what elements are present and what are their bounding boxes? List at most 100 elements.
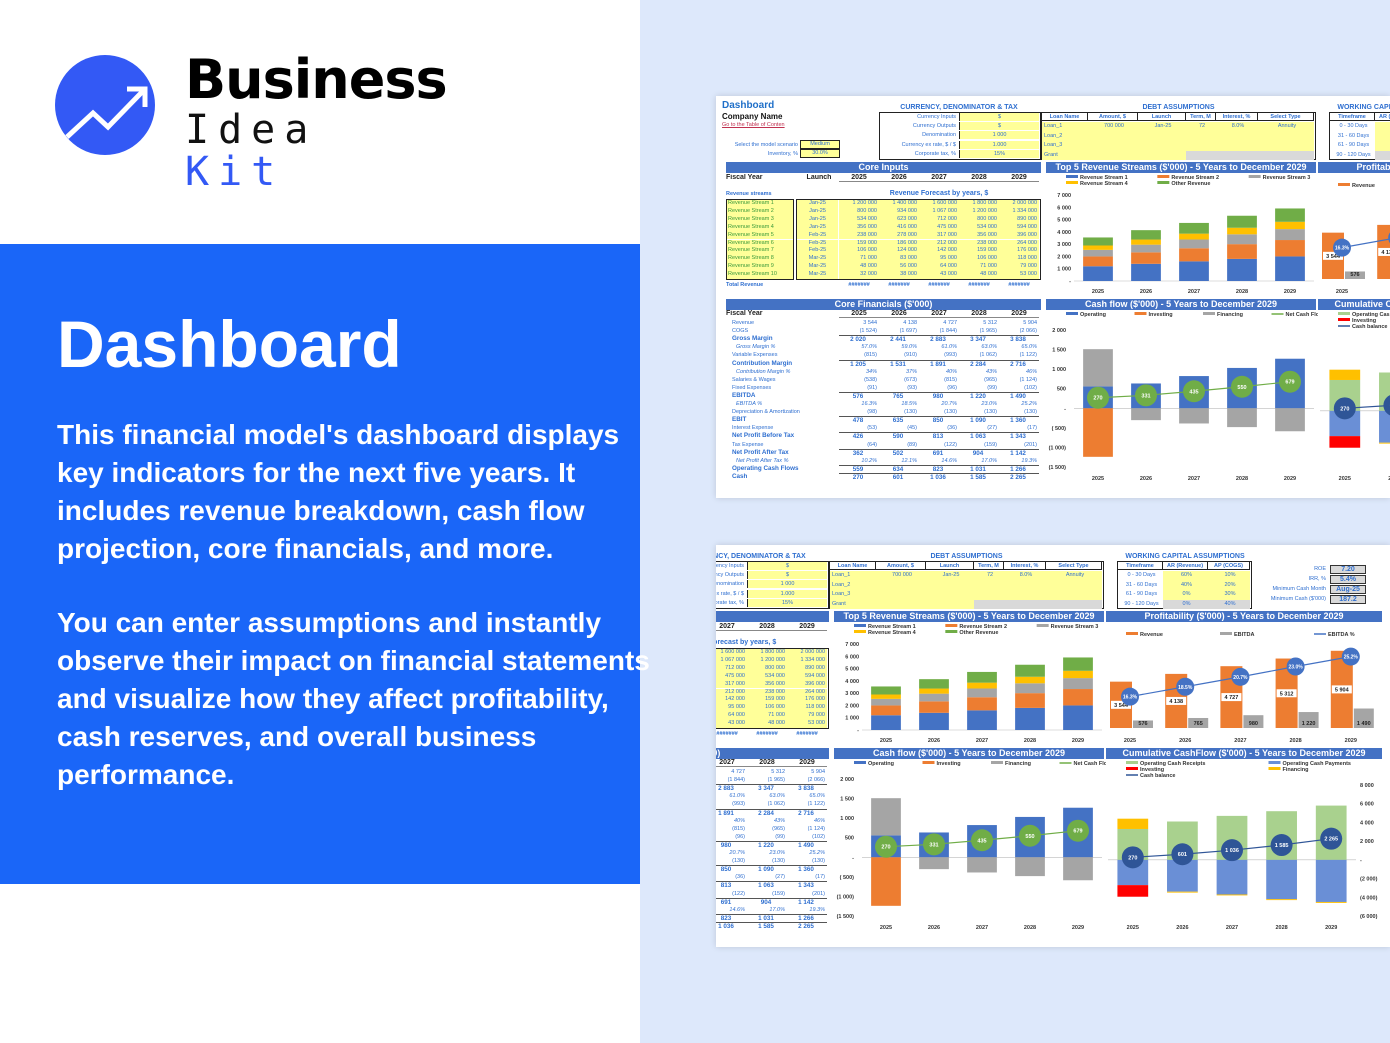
stream-value[interactable]: 1 800 000 <box>747 649 787 657</box>
stream-value[interactable]: 934 000 <box>879 207 919 216</box>
stream-name[interactable]: Revenue Stream 2 <box>727 207 793 216</box>
currency-value[interactable]: 1.000 <box>959 140 1039 149</box>
debt-cell[interactable] <box>1216 131 1258 142</box>
stream-value[interactable]: 159 000 <box>747 696 787 705</box>
stream-value[interactable]: 48 000 <box>839 263 879 272</box>
stream-value[interactable]: 32 000 <box>839 271 879 279</box>
stream-launch[interactable]: Mar-25 <box>797 271 838 279</box>
debt-cell[interactable] <box>1004 590 1046 600</box>
debt-cell[interactable] <box>1046 590 1102 600</box>
currency-value[interactable]: 15% <box>959 149 1039 158</box>
wc-cell[interactable]: 0% <box>1375 141 1390 151</box>
stream-value[interactable]: 142 000 <box>919 247 959 256</box>
wc-cell[interactable]: 60% <box>1375 122 1390 132</box>
stream-value[interactable]: 212 000 <box>716 688 747 697</box>
stream-value[interactable]: 356 000 <box>839 223 879 232</box>
stream-value[interactable]: 396 000 <box>999 231 1039 240</box>
stream-value[interactable]: 800 000 <box>959 215 999 224</box>
stream-value[interactable]: 238 000 <box>959 239 999 248</box>
currency-value[interactable]: 1.000 <box>747 589 827 598</box>
stream-launch[interactable]: Mar-25 <box>797 255 838 264</box>
debt-cell[interactable]: Loan_1 <box>830 571 876 581</box>
stream-value[interactable]: 264 000 <box>787 688 827 697</box>
stream-value[interactable]: 64 000 <box>716 712 747 721</box>
debt-cell[interactable] <box>974 590 1004 600</box>
stream-value[interactable]: 534 000 <box>839 215 879 224</box>
stream-value[interactable]: 43 000 <box>919 271 959 279</box>
stream-name[interactable]: Revenue Stream 6 <box>727 239 793 248</box>
stream-value[interactable]: 2 000 000 <box>999 200 1039 208</box>
stream-value[interactable]: 356 000 <box>747 680 787 689</box>
debt-cell[interactable] <box>974 580 1004 591</box>
debt-cell[interactable] <box>1088 131 1138 142</box>
stream-name[interactable]: Revenue Stream 3 <box>727 215 793 224</box>
stream-value[interactable]: 1 600 000 <box>919 200 959 208</box>
stream-launch[interactable]: Jan-25 <box>797 215 838 224</box>
debt-cell[interactable] <box>1138 141 1186 151</box>
stream-value[interactable]: 416 000 <box>879 223 919 232</box>
currency-value[interactable]: 1 000 <box>747 580 827 589</box>
wc-cell[interactable]: 40% <box>1163 580 1208 591</box>
stream-value[interactable]: 712 000 <box>716 664 747 673</box>
debt-cell[interactable]: 8.0% <box>1004 571 1046 581</box>
stream-value[interactable]: 1 200 000 <box>959 207 999 216</box>
debt-cell[interactable]: 72 <box>1186 122 1216 132</box>
stream-value[interactable]: 534 000 <box>747 672 787 681</box>
stream-launch[interactable]: Jan-25 <box>797 207 838 216</box>
debt-cell[interactable] <box>926 580 974 591</box>
debt-cell[interactable] <box>1088 150 1138 161</box>
stream-value[interactable]: 238 000 <box>839 231 879 240</box>
stream-launch[interactable]: Mar-25 <box>797 263 838 272</box>
stream-name[interactable]: Revenue Stream 4 <box>727 223 793 232</box>
stream-value[interactable]: 317 000 <box>919 231 959 240</box>
stream-value[interactable]: 594 000 <box>999 223 1039 232</box>
stream-value[interactable]: 159 000 <box>839 239 879 248</box>
stream-value[interactable]: 118 000 <box>787 704 827 713</box>
stream-value[interactable]: 176 000 <box>999 247 1039 256</box>
stream-launch[interactable]: Feb-25 <box>797 239 838 248</box>
stream-value[interactable]: 475 000 <box>919 223 959 232</box>
stream-value[interactable]: 142 000 <box>716 696 747 705</box>
debt-cell[interactable]: Loan_1 <box>1042 122 1088 132</box>
stream-value[interactable]: 53 000 <box>999 271 1039 279</box>
stream-value[interactable]: 106 000 <box>959 255 999 264</box>
stream-name[interactable]: Revenue Stream 9 <box>727 263 793 272</box>
stream-value[interactable]: 48 000 <box>959 271 999 279</box>
currency-value[interactable]: $ <box>747 562 827 570</box>
stream-value[interactable]: 1 067 000 <box>919 207 959 216</box>
stream-value[interactable]: 1 067 000 <box>716 656 747 665</box>
stream-value[interactable]: 396 000 <box>787 680 827 689</box>
stream-value[interactable]: 106 000 <box>839 247 879 256</box>
stream-value[interactable]: 1 200 000 <box>839 200 879 208</box>
stream-value[interactable]: 95 000 <box>716 704 747 713</box>
stream-value[interactable]: 43 000 <box>716 720 747 728</box>
debt-cell[interactable] <box>1138 150 1186 161</box>
stream-value[interactable]: 1 334 000 <box>999 207 1039 216</box>
currency-value[interactable]: 15% <box>747 598 827 607</box>
scenario-select[interactable]: Medium <box>800 140 840 149</box>
stream-value[interactable]: 53 000 <box>787 720 827 728</box>
stream-value[interactable]: 48 000 <box>747 720 787 728</box>
debt-cell[interactable]: Loan_2 <box>1042 131 1088 142</box>
debt-cell[interactable]: 8.0% <box>1216 122 1258 132</box>
debt-cell[interactable] <box>1216 141 1258 151</box>
debt-cell[interactable] <box>1088 141 1138 151</box>
stream-value[interactable]: 1 800 000 <box>959 200 999 208</box>
debt-cell[interactable]: Annuity <box>1258 122 1314 132</box>
stream-name[interactable]: Revenue Stream 1 <box>727 200 793 208</box>
currency-value[interactable]: $ <box>747 571 827 580</box>
debt-cell[interactable] <box>1186 131 1216 142</box>
debt-cell[interactable]: Grant <box>830 599 876 610</box>
debt-cell[interactable]: Jan-25 <box>1138 122 1186 132</box>
debt-cell[interactable] <box>876 590 926 600</box>
stream-value[interactable]: 238 000 <box>747 688 787 697</box>
stream-value[interactable]: 124 000 <box>879 247 919 256</box>
stream-name[interactable]: Revenue Stream 7 <box>727 247 793 256</box>
stream-value[interactable]: 71 000 <box>747 712 787 721</box>
stream-value[interactable]: 890 000 <box>787 664 827 673</box>
stream-value[interactable]: 95 000 <box>919 255 959 264</box>
stream-value[interactable]: 278 000 <box>879 231 919 240</box>
stream-value[interactable]: 1 200 000 <box>747 656 787 665</box>
stream-value[interactable]: 800 000 <box>747 664 787 673</box>
debt-cell[interactable]: 700 000 <box>1088 122 1138 132</box>
